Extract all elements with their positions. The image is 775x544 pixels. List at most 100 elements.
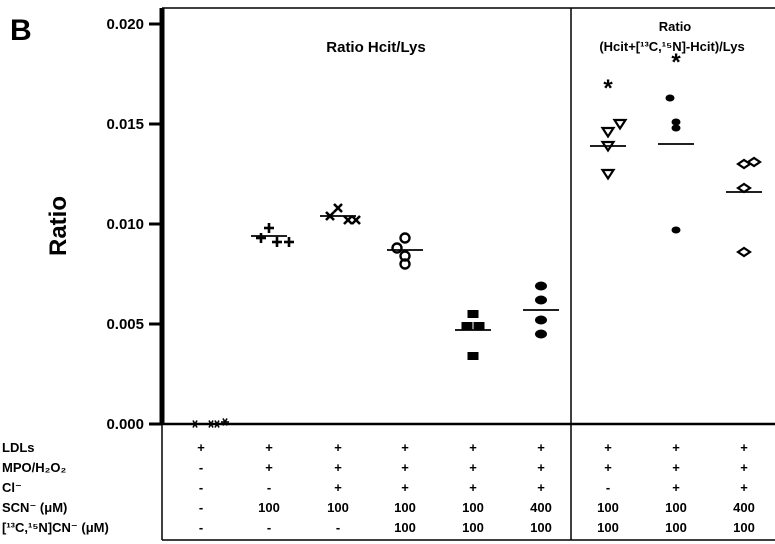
data-point-circle: [535, 329, 547, 339]
condition-table: LDLs + + + + + + + + + MPO/H₂O₂ - + + + + + + + + Cl⁻ - - + + + + -…: [2, 440, 755, 535]
data-point-plus: [272, 237, 282, 247]
y-axis-ticks: 0.000 0.005 0.010 0.015 0.020: [106, 16, 162, 433]
condition-cell: +: [672, 440, 680, 455]
condition-cell: +: [537, 440, 545, 455]
condition-cell: 400: [530, 500, 552, 515]
condition-cell: +: [334, 480, 342, 495]
condition-cell: +: [265, 440, 273, 455]
data-point-cross: [333, 203, 343, 213]
condition-cell: +: [401, 480, 409, 495]
panel-2-title-line1: Ratio: [659, 19, 692, 34]
condition-cell: +: [740, 460, 748, 475]
condition-cell: +: [469, 460, 477, 475]
y-tick-label: 0.005: [106, 316, 144, 333]
condition-cell: -: [199, 520, 203, 535]
condition-cell: +: [334, 440, 342, 455]
data-point-star: [213, 420, 221, 428]
condition-cell: +: [401, 460, 409, 475]
condition-row-label: LDLs: [2, 440, 35, 455]
condition-cell: +: [197, 440, 205, 455]
data-point-circle: [535, 295, 547, 305]
data-point-triangle-down: [600, 140, 616, 153]
condition-cell: +: [537, 480, 545, 495]
condition-cell: -: [267, 480, 271, 495]
data-point-star: [221, 418, 229, 426]
data-point-circle: [535, 315, 547, 325]
data-point-cross: [343, 215, 353, 225]
data-point-ring: [391, 242, 403, 254]
data-point-plus: [264, 223, 274, 233]
condition-cell: +: [672, 480, 680, 495]
condition-cell: +: [469, 480, 477, 495]
y-axis-label: Ratio: [45, 196, 72, 256]
y-tick-label: 0.010: [106, 216, 144, 233]
condition-cell: 100: [394, 520, 416, 535]
data-point-circle: [535, 281, 547, 291]
condition-cell: 100: [258, 500, 280, 515]
condition-cell: -: [199, 500, 203, 515]
data-point-dot: [671, 118, 681, 126]
condition-cell: +: [537, 460, 545, 475]
data-point-ring: [399, 258, 411, 270]
data-point-dot: [665, 94, 675, 102]
condition-cell: +: [740, 440, 748, 455]
y-tick-label: 0.020: [106, 16, 144, 33]
condition-row-label: Cl⁻: [2, 480, 22, 495]
condition-cell: +: [265, 460, 273, 475]
data-point-triangle-down: [612, 118, 628, 131]
condition-cell: 100: [530, 520, 552, 535]
data-point-dot: [671, 226, 681, 234]
condition-cell: +: [672, 460, 680, 475]
group-mean-lines: [183, 143, 762, 425]
condition-cell: -: [199, 480, 203, 495]
condition-cell: 100: [462, 500, 484, 515]
condition-cell: +: [604, 460, 612, 475]
condition-cell: 100: [665, 520, 687, 535]
condition-cell: -: [199, 460, 203, 475]
data-point-diamond: [736, 246, 752, 258]
condition-cell: 100: [327, 500, 349, 515]
significance-star: *: [671, 49, 681, 76]
data-point-square: [467, 352, 479, 360]
condition-cell: -: [336, 520, 340, 535]
data-point-square: [461, 322, 473, 330]
data-point-square: [467, 310, 479, 318]
condition-row-label: [¹³C,¹⁵N]CN⁻ (μM): [2, 520, 109, 535]
data-point-star: [191, 420, 199, 428]
condition-cell: 100: [597, 500, 619, 515]
condition-cell: 100: [394, 500, 416, 515]
condition-row-label: SCN⁻ (μM): [2, 500, 67, 515]
condition-cell: 100: [733, 520, 755, 535]
condition-cell: 100: [462, 520, 484, 535]
data-point-diamond: [736, 182, 752, 194]
data-point-plus: [284, 237, 294, 247]
data-point-dot: [671, 124, 681, 132]
data-point-triangle-down: [600, 126, 616, 139]
data-point-diamond: [746, 156, 762, 168]
condition-cell: 400: [733, 500, 755, 515]
condition-row-label: MPO/H₂O₂: [2, 460, 67, 475]
condition-cell: +: [740, 480, 748, 495]
panel-letter: B: [10, 14, 32, 47]
significance-star: *: [603, 75, 613, 102]
data-points: [191, 94, 762, 428]
condition-cell: +: [401, 440, 409, 455]
condition-cell: 100: [597, 520, 619, 535]
y-tick-label: 0.000: [106, 416, 144, 433]
condition-cell: +: [604, 440, 612, 455]
data-point-ring: [399, 232, 411, 244]
condition-cell: +: [469, 440, 477, 455]
data-point-triangle-down: [600, 168, 616, 181]
condition-cell: +: [334, 460, 342, 475]
panel-1-title: Ratio Hcit/Lys: [326, 39, 425, 56]
data-point-plus: [256, 233, 266, 243]
significance-marks: **: [603, 49, 681, 102]
data-point-cross: [325, 211, 335, 221]
condition-cell: 100: [665, 500, 687, 515]
condition-cell: -: [267, 520, 271, 535]
condition-cell: -: [606, 480, 610, 495]
panel-2-title-line2: (Hcit+[¹³C,¹⁵N]-Hcit)/Lys: [599, 39, 744, 54]
y-tick-label: 0.015: [106, 116, 144, 133]
data-point-square: [473, 322, 485, 330]
